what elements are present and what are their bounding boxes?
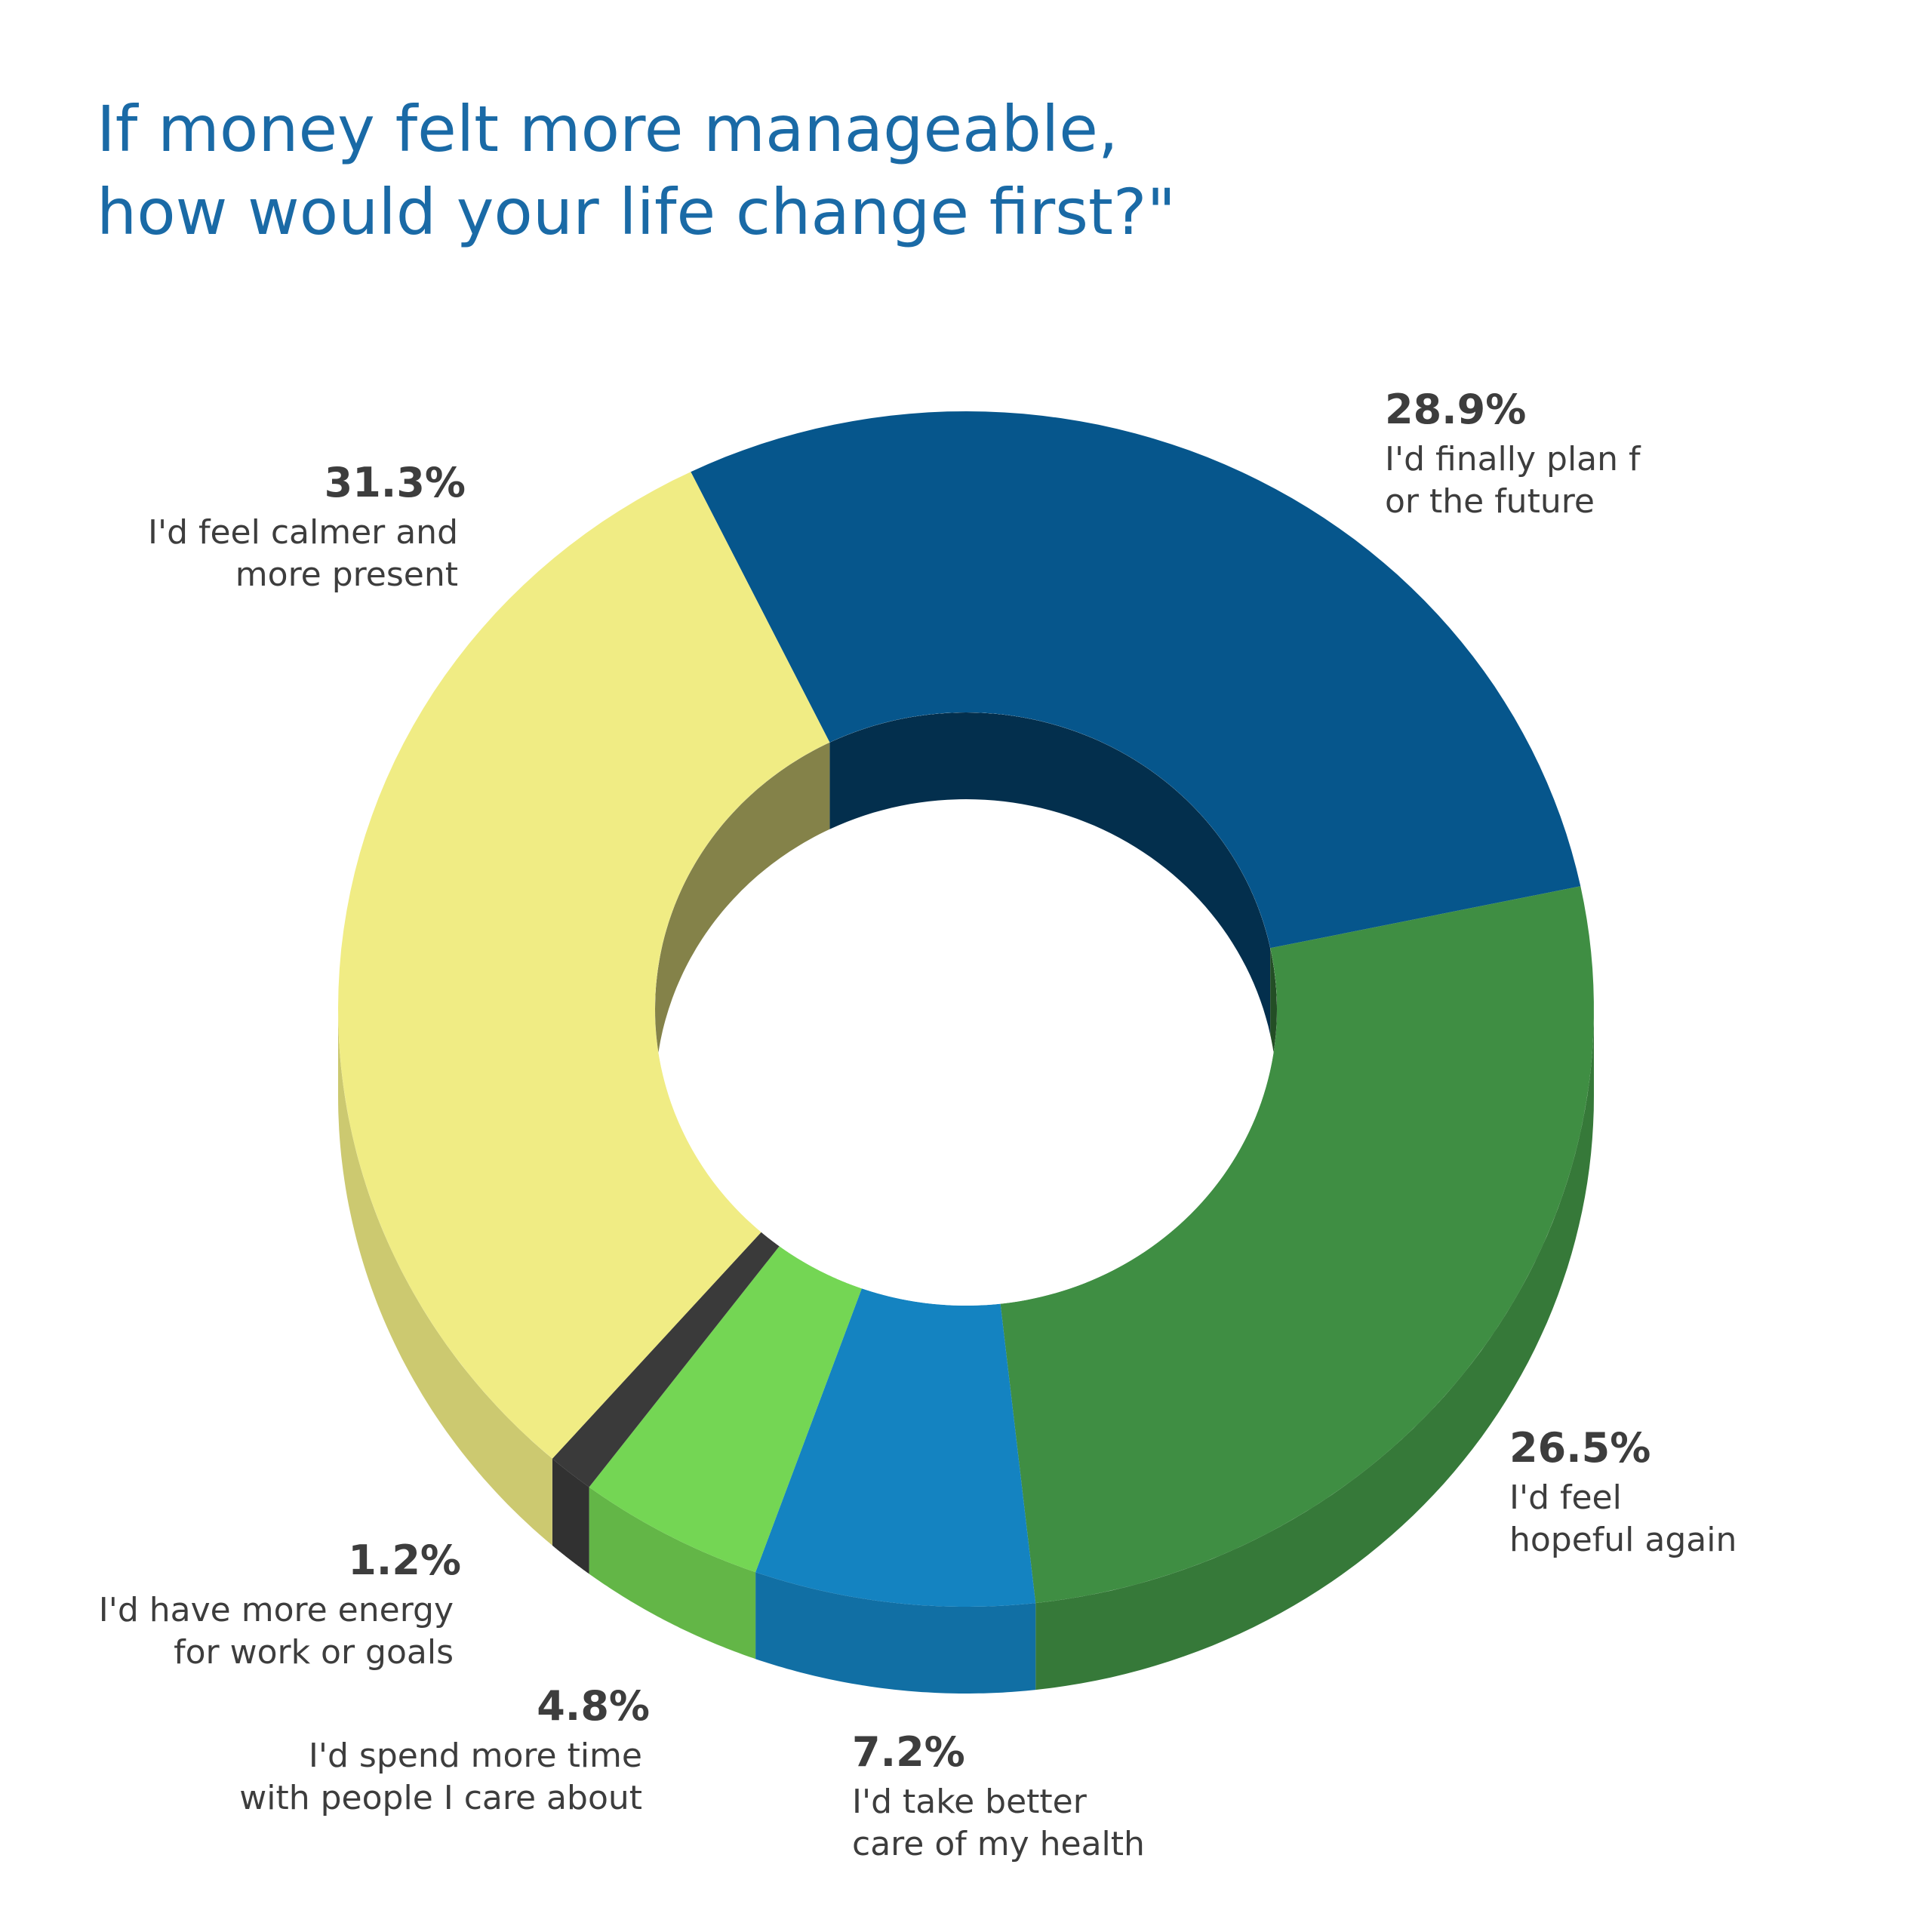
category-label: I'd take better care of my health	[852, 1783, 1145, 1863]
value-label: 31.3%	[325, 459, 466, 506]
slice-side	[1035, 1009, 1594, 1690]
category-label: I'd spend more time with people I care ab…	[239, 1737, 642, 1817]
chart-title: If money felt more manageable, how would …	[97, 92, 1176, 249]
slice-side	[589, 1487, 756, 1660]
slice-inner-side	[829, 712, 1271, 1035]
slice-side	[755, 1572, 1036, 1694]
category-label: I'd have more energy for work or goals	[99, 1591, 454, 1672]
slice-inner-side	[655, 742, 830, 1096]
slice	[755, 1288, 1036, 1607]
value-label: 4.8%	[537, 1682, 650, 1730]
slice	[691, 411, 1581, 949]
category-label: I'd feel hopeful again	[1509, 1478, 1737, 1559]
value-label: 26.5%	[1509, 1424, 1651, 1472]
slice-side	[552, 1458, 589, 1574]
category-label: I'd finally plan f or the future	[1385, 440, 1641, 521]
slice-side	[338, 1009, 552, 1546]
slice	[589, 1246, 862, 1573]
value-label: 7.2%	[852, 1728, 965, 1776]
value-label: 28.9%	[1385, 386, 1526, 433]
category-label: I'd feel calmer and more present	[148, 513, 458, 594]
slice	[1000, 886, 1594, 1604]
donut-hole	[655, 712, 1277, 1306]
value-label: 1.2%	[348, 1537, 461, 1584]
slice	[552, 1232, 780, 1487]
slice	[338, 472, 830, 1459]
